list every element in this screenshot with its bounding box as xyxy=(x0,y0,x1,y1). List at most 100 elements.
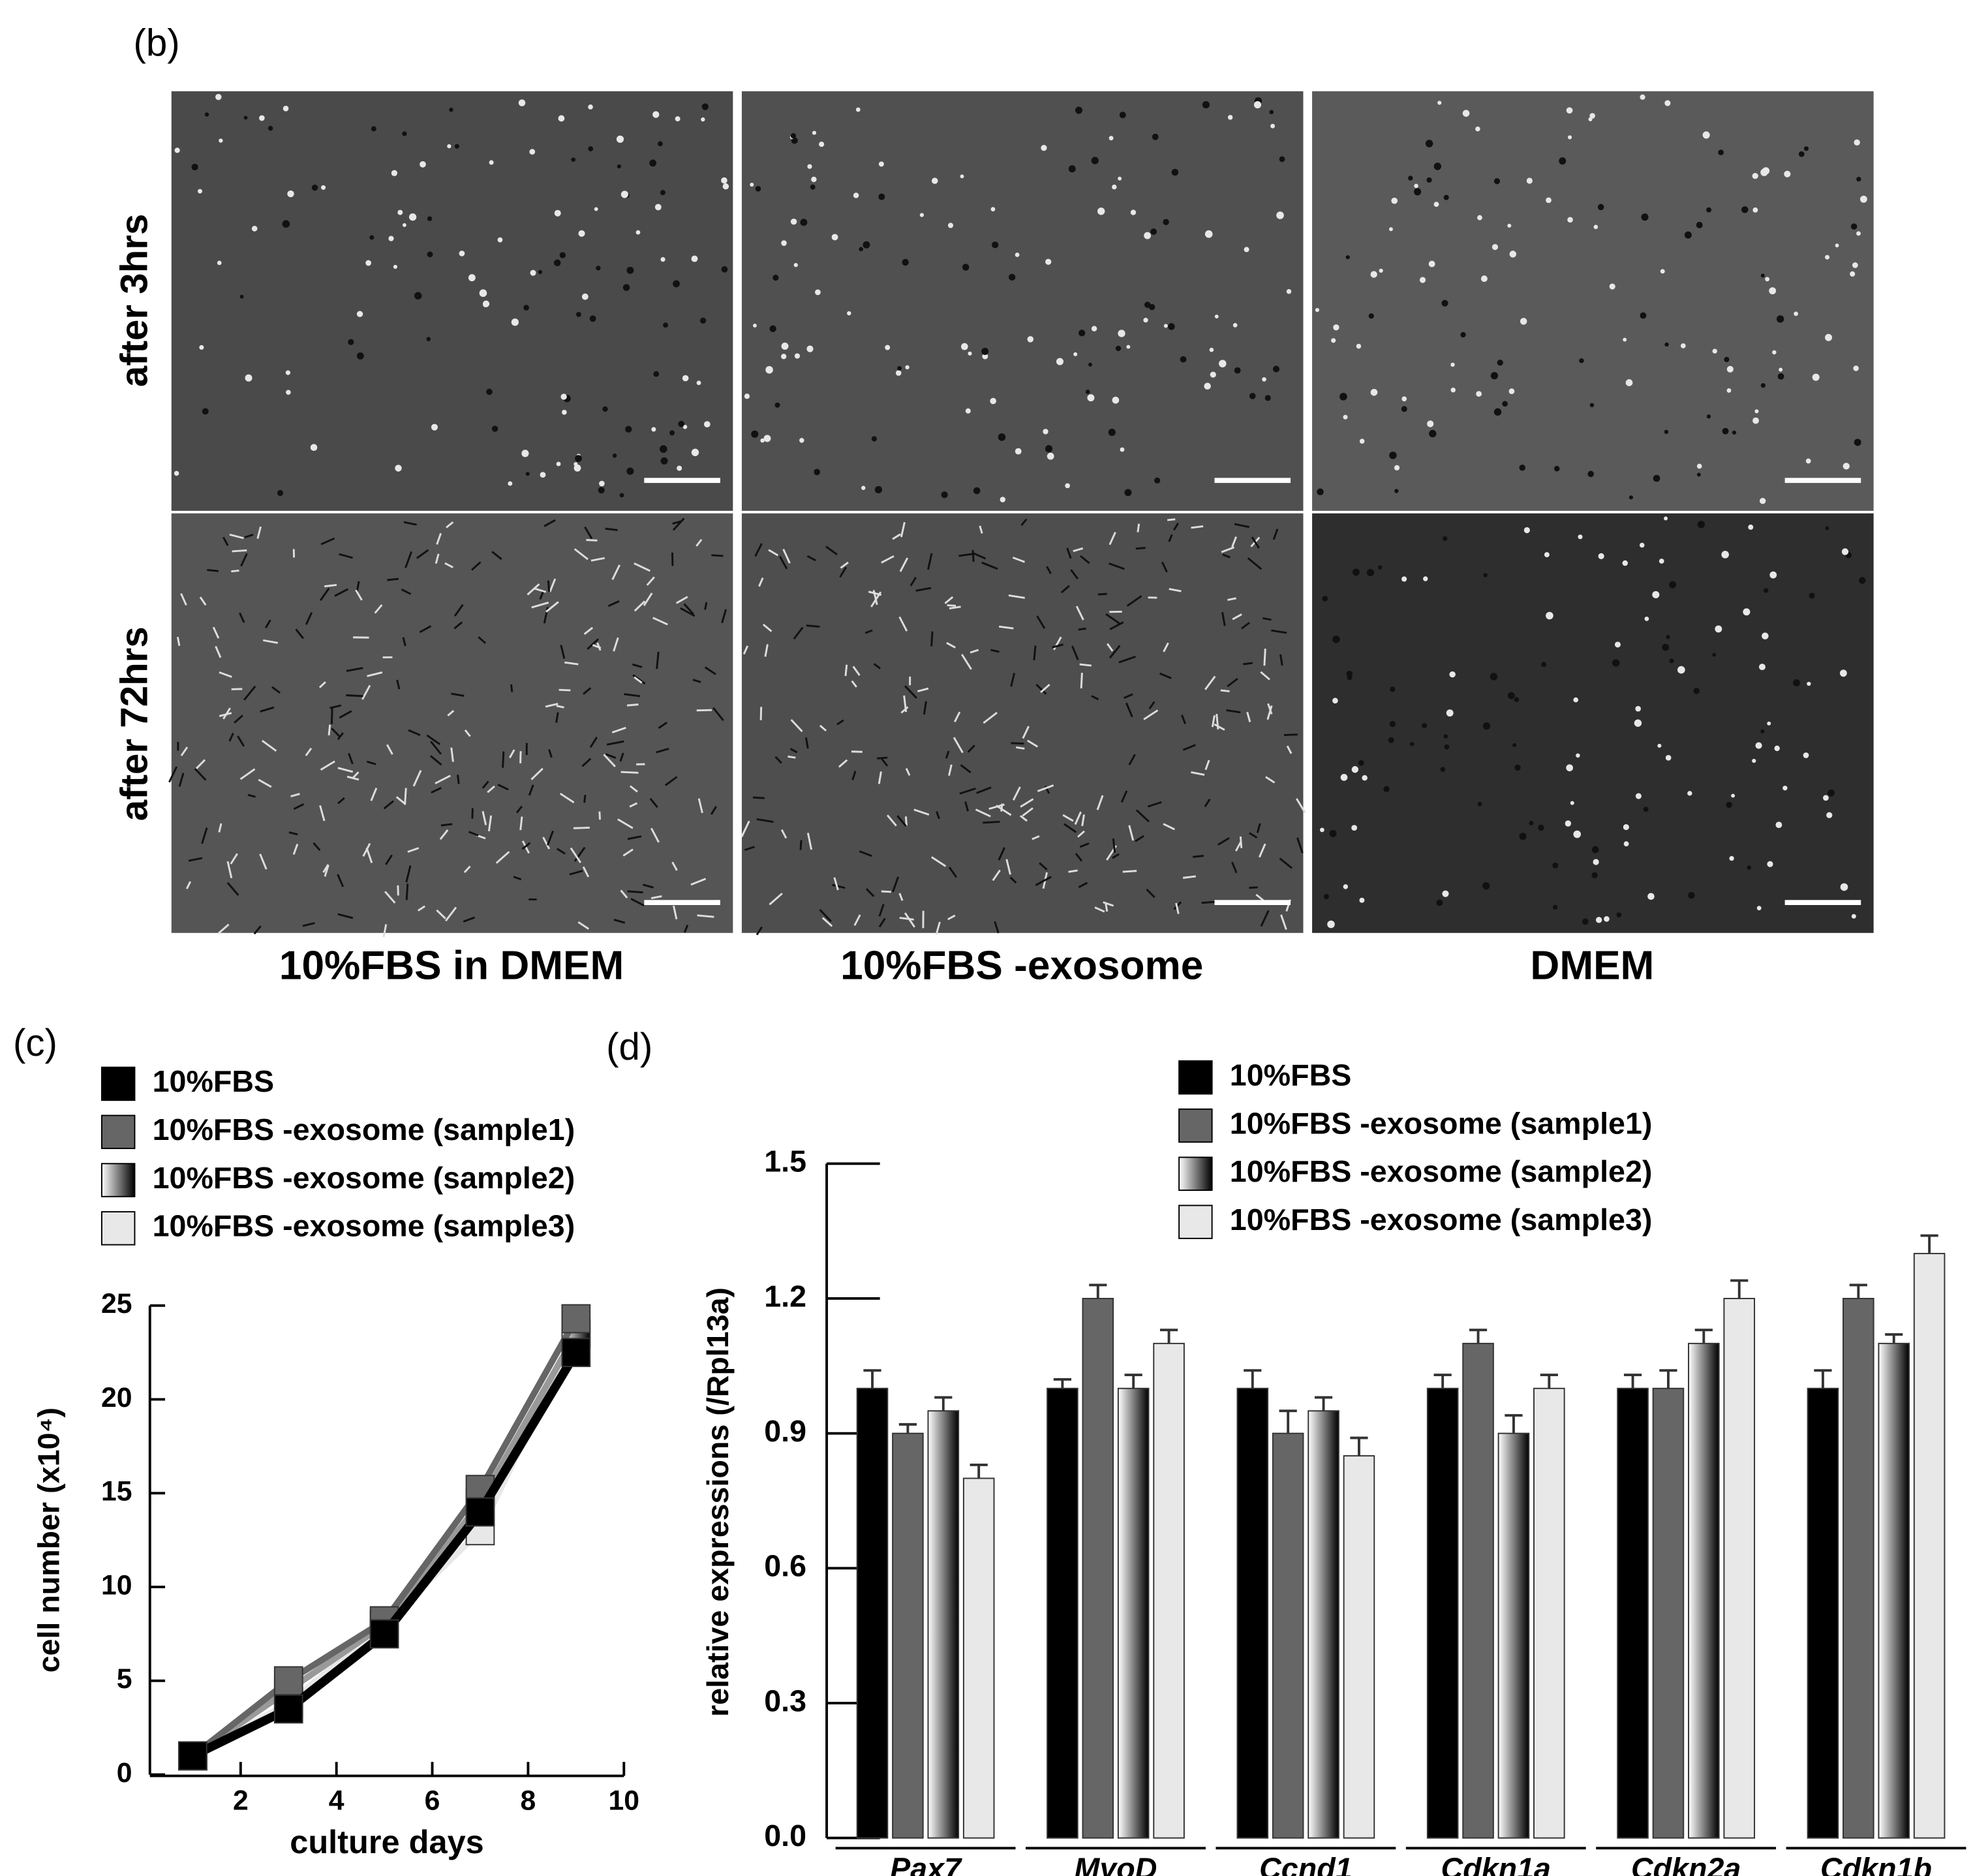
cell xyxy=(361,684,371,700)
cell xyxy=(1752,172,1758,179)
cell xyxy=(1793,679,1800,686)
cell xyxy=(290,793,300,797)
cell xyxy=(412,770,422,787)
cell xyxy=(1450,362,1455,367)
error-bar xyxy=(863,1369,881,1389)
cell xyxy=(528,784,534,796)
cell xyxy=(1035,684,1047,695)
cell xyxy=(337,797,345,805)
cell xyxy=(1075,606,1084,621)
cell xyxy=(627,835,642,840)
cell xyxy=(1401,576,1407,582)
cell xyxy=(1490,673,1498,681)
error-bar xyxy=(1314,1396,1333,1411)
cell xyxy=(408,729,421,736)
cell xyxy=(542,837,551,850)
cell xyxy=(586,539,598,542)
cell xyxy=(1087,394,1095,402)
cell xyxy=(1107,643,1114,652)
x-tick-label: Ccnd1 xyxy=(1259,1852,1352,1876)
cell xyxy=(578,230,585,237)
cell xyxy=(870,591,882,607)
cell xyxy=(293,803,305,810)
cell xyxy=(1079,842,1090,848)
cell xyxy=(1442,890,1449,897)
cell xyxy=(1756,906,1762,911)
cell xyxy=(302,922,315,927)
cell xyxy=(994,921,1000,934)
cell xyxy=(1440,767,1446,772)
cell xyxy=(1112,184,1117,190)
cell xyxy=(865,888,875,897)
cell xyxy=(1410,742,1415,746)
y-tick-label: 0.0 xyxy=(764,1819,806,1853)
cell xyxy=(704,602,708,610)
cell xyxy=(1339,393,1347,401)
cell xyxy=(556,848,566,855)
cell xyxy=(892,533,901,540)
cell xyxy=(1573,697,1579,703)
cell xyxy=(1046,566,1052,574)
cell xyxy=(1356,343,1362,349)
x-tick-label: 8 xyxy=(521,1785,536,1817)
cell xyxy=(346,775,359,781)
cell xyxy=(1009,876,1017,884)
cell xyxy=(898,616,908,632)
cell xyxy=(1073,352,1078,356)
cell xyxy=(305,612,313,625)
cell xyxy=(237,735,245,747)
cell xyxy=(1614,641,1621,648)
cell xyxy=(800,219,808,226)
cell xyxy=(649,797,658,808)
cell xyxy=(1684,231,1692,239)
cell xyxy=(261,739,277,752)
cell xyxy=(863,241,870,249)
cell xyxy=(204,112,209,117)
cell xyxy=(1265,776,1276,784)
cell xyxy=(1015,448,1022,455)
marker xyxy=(273,1694,303,1724)
cell xyxy=(1514,697,1520,702)
cell xyxy=(1443,194,1449,200)
cell xyxy=(1552,904,1558,910)
cell xyxy=(515,805,523,814)
cell xyxy=(1640,312,1647,319)
cell xyxy=(1591,846,1599,853)
cell xyxy=(370,788,378,801)
cell xyxy=(650,827,660,843)
cell xyxy=(1394,465,1400,470)
cell xyxy=(234,715,243,724)
cell xyxy=(1477,215,1482,221)
cell xyxy=(1565,820,1572,827)
cell xyxy=(1775,822,1782,829)
cell xyxy=(1239,836,1243,848)
cell xyxy=(239,612,245,623)
cell xyxy=(408,213,417,221)
cell xyxy=(750,182,754,187)
cell xyxy=(1286,745,1292,754)
cell xyxy=(320,537,335,546)
cell xyxy=(799,438,804,443)
cell xyxy=(405,551,413,568)
cell xyxy=(1279,654,1283,666)
cell xyxy=(1850,271,1856,277)
cell xyxy=(904,685,917,699)
cell xyxy=(1163,642,1169,653)
cell xyxy=(1379,268,1383,273)
cell xyxy=(1249,393,1256,399)
cell xyxy=(996,805,1012,816)
cell xyxy=(1598,553,1604,559)
cell xyxy=(790,719,803,732)
cell xyxy=(1747,865,1752,870)
cell xyxy=(1033,645,1037,660)
cell xyxy=(764,644,769,657)
cell xyxy=(401,588,412,595)
cell xyxy=(356,311,363,317)
cell xyxy=(1480,275,1488,283)
cell xyxy=(1267,703,1273,715)
cell xyxy=(1696,472,1701,477)
cell xyxy=(998,625,1014,630)
legend-swatch xyxy=(100,1066,136,1101)
error-bar xyxy=(1433,1374,1452,1389)
